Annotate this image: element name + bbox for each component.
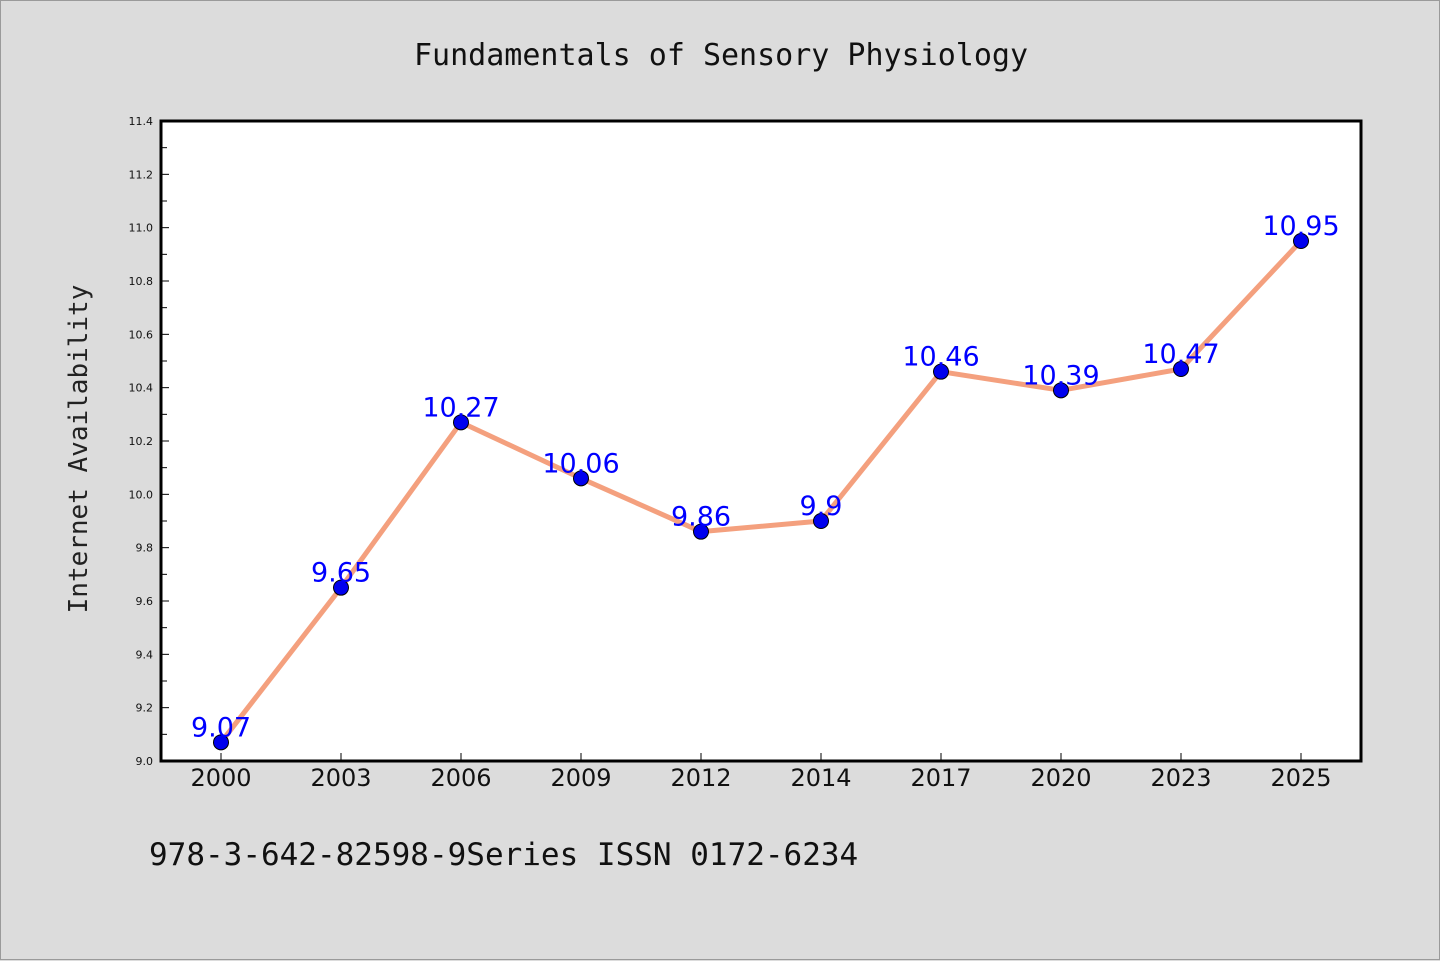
series-markers	[213, 233, 1309, 751]
data-label: 10.39	[1022, 360, 1099, 391]
footer-text: 978-3-642-82598-9Series ISSN 0172-6234	[149, 837, 858, 873]
data-point-marker	[933, 363, 949, 380]
data-label: 10.06	[542, 448, 619, 479]
data-point-marker	[813, 513, 829, 529]
y-tick-label: 10.0	[129, 488, 154, 501]
data-point-marker	[1173, 361, 1189, 377]
x-tick-label: 2003	[310, 764, 371, 792]
y-tick-label: 9.6	[136, 595, 154, 608]
x-tick-label: 2000	[190, 764, 251, 792]
y-tick-label: 9.2	[136, 702, 154, 715]
data-label: 10.47	[1142, 339, 1219, 370]
data-label: 9.07	[191, 712, 251, 743]
y-tick-label: 9.0	[136, 755, 154, 768]
data-label: 10.95	[1262, 211, 1339, 242]
x-tick-label: 2025	[1270, 764, 1331, 792]
x-tick-label: 2017	[910, 764, 971, 792]
y-tick-label: 10.4	[129, 382, 154, 395]
y-tick-label: 10.8	[129, 275, 154, 288]
data-label: 9.65	[311, 558, 371, 589]
series-line-group	[218, 238, 1304, 745]
x-tick-label: 2009	[550, 764, 611, 792]
x-tick-label: 2006	[430, 764, 491, 792]
data-label: 9.86	[671, 502, 731, 533]
data-point-marker	[333, 579, 349, 596]
y-tick-label: 11.2	[129, 168, 154, 181]
y-tick-label: 10.6	[129, 328, 154, 341]
data-label: 9.9	[800, 491, 843, 522]
data-point-marker	[1293, 233, 1309, 249]
x-tick-label: 2012	[670, 764, 731, 792]
data-point-marker	[693, 523, 709, 540]
y-tick-label: 9.8	[136, 542, 154, 555]
y-tick-label: 11.4	[129, 115, 154, 128]
plot-area	[159, 119, 1363, 763]
x-tick-label: 2020	[1030, 764, 1091, 792]
data-label: 10.46	[902, 342, 979, 373]
data-point-marker	[573, 470, 589, 487]
y-axis-label: Internet Availability	[64, 285, 94, 614]
x-axis-ticks: 2000 2003 2006 2009 2012 2014 2017 2020 2023 2025	[190, 753, 1332, 792]
data-label: 10.27	[422, 392, 499, 423]
data-labels: 9.07 9.65 10.27 10.06 9.86 9.9 10.46 10.39 10.47…	[191, 211, 1340, 743]
y-tick-label: 11.0	[129, 222, 154, 235]
chart-title: Fundamentals of Sensory Physiology	[414, 38, 1028, 73]
y-tick-label: 10.2	[129, 435, 154, 448]
data-point-marker	[213, 734, 229, 751]
y-tick-label: 9.4	[136, 648, 154, 661]
x-tick-label: 2023	[1150, 764, 1211, 792]
series-line	[218, 238, 1304, 745]
data-point-marker	[453, 414, 469, 431]
data-point-marker	[1053, 382, 1069, 399]
x-tick-label: 2014	[790, 764, 851, 792]
y-axis-ticks: 9.0 9.2 9.4 9.6 9.8 10.0 10.2 10.4 10.6 10.8 11.0 1…	[129, 115, 169, 768]
